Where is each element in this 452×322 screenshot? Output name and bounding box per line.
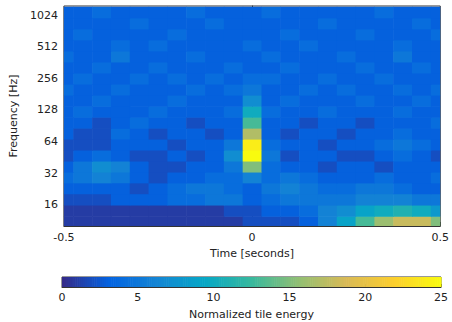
svg-text:128: 128 (37, 103, 58, 116)
svg-text:16: 16 (44, 198, 58, 211)
svg-text:64: 64 (44, 135, 58, 148)
svg-text:0: 0 (249, 231, 256, 244)
svg-text:Normalized tile energy: Normalized tile energy (189, 308, 314, 321)
svg-text:Frequency [Hz]: Frequency [Hz] (7, 75, 20, 158)
svg-text:512: 512 (37, 40, 58, 53)
svg-text:10: 10 (207, 291, 221, 304)
svg-text:Time [seconds]: Time [seconds] (209, 247, 294, 260)
svg-text:20: 20 (358, 291, 372, 304)
svg-text:25: 25 (434, 291, 448, 304)
svg-text:5: 5 (134, 291, 141, 304)
svg-text:0.5: 0.5 (432, 231, 450, 244)
svg-text:0: 0 (59, 291, 66, 304)
svg-text:256: 256 (37, 72, 58, 85)
svg-text:-0.5: -0.5 (53, 231, 74, 244)
svg-text:32: 32 (44, 167, 58, 180)
svg-text:15: 15 (282, 291, 296, 304)
svg-text:1024: 1024 (30, 9, 58, 22)
